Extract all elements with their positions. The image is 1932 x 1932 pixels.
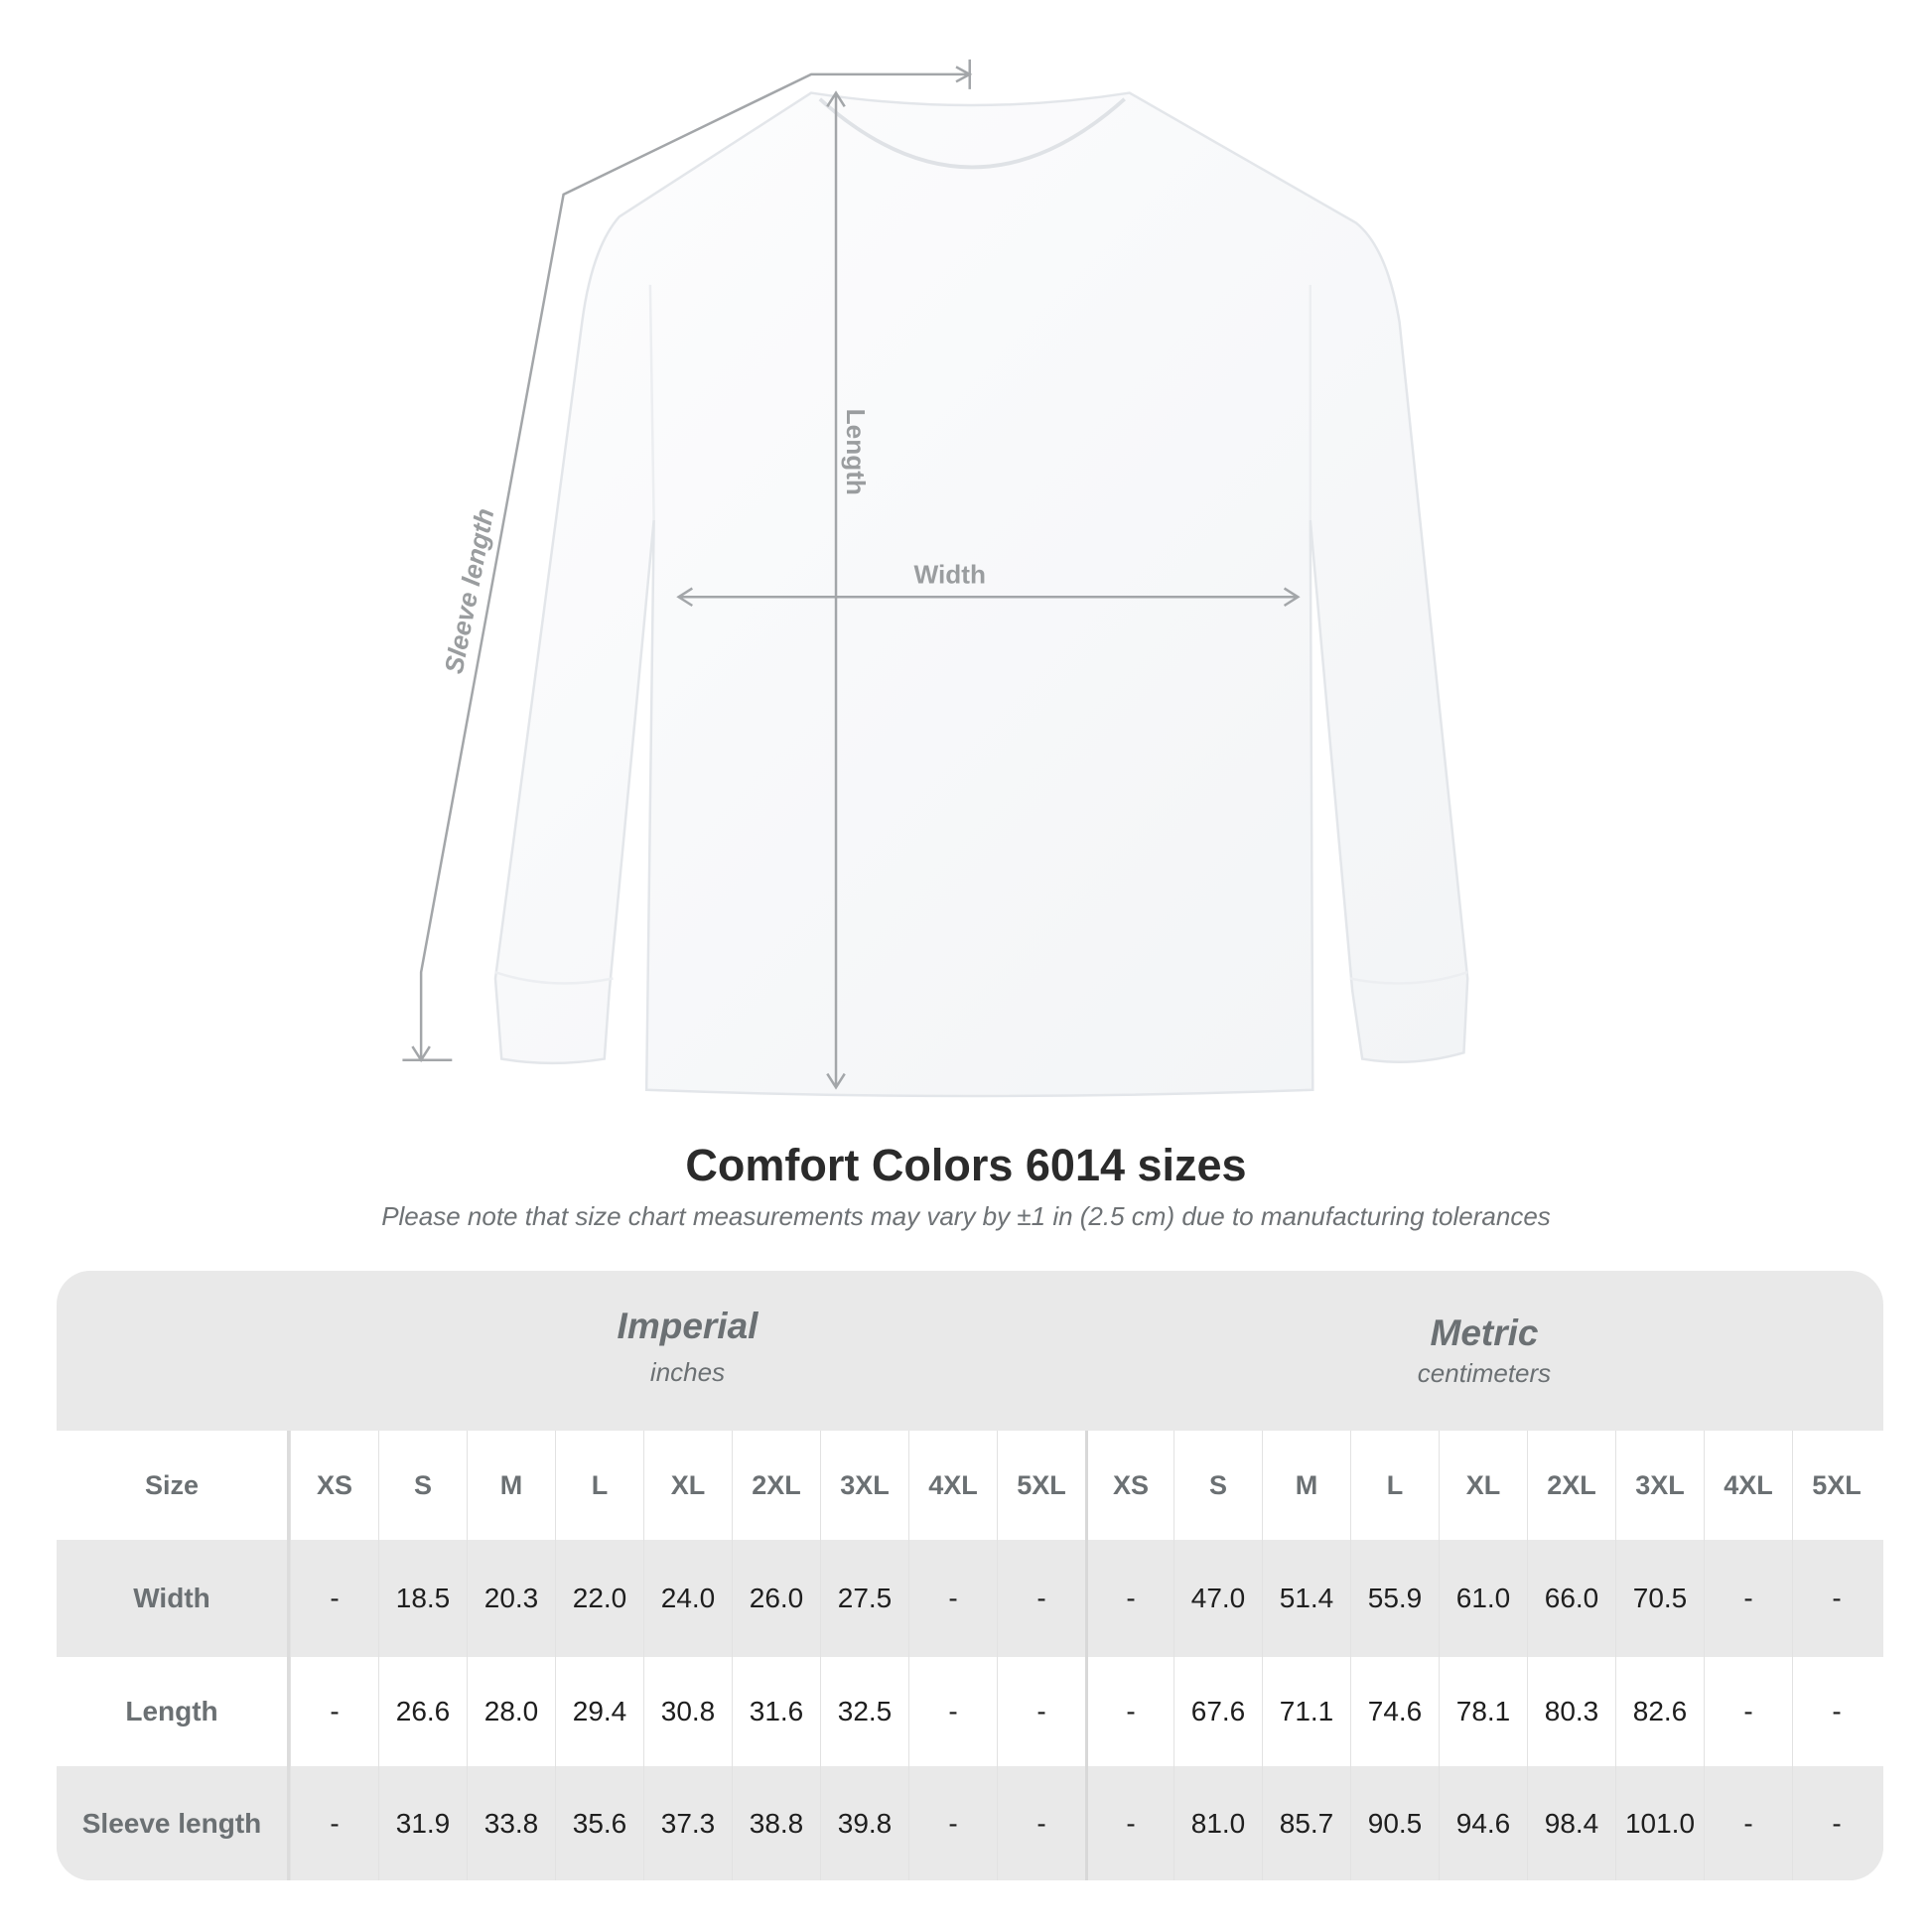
table-cell: 78.1 bbox=[1439, 1657, 1527, 1766]
table-cell: - bbox=[908, 1766, 997, 1880]
imperial-label: Imperial bbox=[617, 1306, 759, 1346]
table-row: Length -26.6 28.0 29.4 30.8 31.6 32.5- - -67.6 71… bbox=[57, 1657, 1883, 1766]
table-cell: 74.6 bbox=[1350, 1657, 1439, 1766]
table-cell: 70.5 bbox=[1615, 1540, 1704, 1657]
table-cell: 67.6 bbox=[1173, 1657, 1262, 1766]
table-row: Width -18.5 20.3 22.0 24.0 26.0 27.5- - -47.0 51.… bbox=[57, 1540, 1883, 1657]
width-label: Width bbox=[914, 560, 986, 590]
width-measure-line bbox=[676, 587, 1301, 608]
table-cell: 101.0 bbox=[1615, 1766, 1704, 1880]
size-chart-table: Imperial inches Metric centimeters Size X… bbox=[57, 1271, 1883, 1880]
tolerance-note: Please note that size chart measurements… bbox=[381, 1201, 1551, 1231]
row-label: Size bbox=[57, 1431, 290, 1540]
metric-header: Metric centimeters bbox=[1085, 1271, 1883, 1431]
table-cell: 90.5 bbox=[1350, 1766, 1439, 1880]
table-cell: 4XL bbox=[1704, 1431, 1792, 1540]
table-cell: 98.4 bbox=[1527, 1766, 1615, 1880]
table-cell: S bbox=[378, 1431, 467, 1540]
table-cell: 32.5 bbox=[820, 1657, 908, 1766]
table-cell: 26.0 bbox=[732, 1540, 820, 1657]
table-cell: 61.0 bbox=[1439, 1540, 1527, 1657]
table-cell: 31.6 bbox=[732, 1657, 820, 1766]
table-cell: 31.9 bbox=[378, 1766, 467, 1880]
table-cell: 80.3 bbox=[1527, 1657, 1615, 1766]
table-cell: 2XL bbox=[732, 1431, 820, 1540]
table-cell: - bbox=[1704, 1657, 1792, 1766]
table-cell: 3XL bbox=[1615, 1431, 1704, 1540]
table-cell: 30.8 bbox=[643, 1657, 732, 1766]
table-cell: 20.3 bbox=[467, 1540, 555, 1657]
metric-unit: centimeters bbox=[1417, 1358, 1552, 1388]
table-cell: - bbox=[1792, 1657, 1880, 1766]
table-cell: 66.0 bbox=[1527, 1540, 1615, 1657]
table-cell: - bbox=[1704, 1540, 1792, 1657]
table-cell: 81.0 bbox=[1173, 1766, 1262, 1880]
shirt-seams bbox=[494, 284, 1468, 985]
table-cell: - bbox=[908, 1540, 997, 1657]
table-cell: 22.0 bbox=[555, 1540, 643, 1657]
table-cell: XL bbox=[643, 1431, 732, 1540]
table-cell: - bbox=[997, 1657, 1085, 1766]
table-cell: - bbox=[290, 1657, 378, 1766]
table-cell: 47.0 bbox=[1173, 1540, 1262, 1657]
table-cell: 94.6 bbox=[1439, 1766, 1527, 1880]
table-cell: 82.6 bbox=[1615, 1657, 1704, 1766]
table-cell: - bbox=[1704, 1766, 1792, 1880]
table-cell: XS bbox=[1085, 1431, 1173, 1540]
table-cell: S bbox=[1173, 1431, 1262, 1540]
table-cell: 5XL bbox=[997, 1431, 1085, 1540]
table-cell: 39.8 bbox=[820, 1766, 908, 1880]
table-cell: 85.7 bbox=[1262, 1766, 1350, 1880]
table-cell: - bbox=[908, 1657, 997, 1766]
table-cell: 2XL bbox=[1527, 1431, 1615, 1540]
table-cell: - bbox=[290, 1766, 378, 1880]
table-cell: 55.9 bbox=[1350, 1540, 1439, 1657]
table-cell: 71.1 bbox=[1262, 1657, 1350, 1766]
table-cell: 27.5 bbox=[820, 1540, 908, 1657]
row-label: Width bbox=[57, 1540, 290, 1657]
size-header-row: Size XS S M L XL 2XL 3XL 4XL 5XL XS S M L XL 2XL 3XL 4XL 5… bbox=[57, 1431, 1883, 1540]
length-label: Length bbox=[841, 409, 871, 495]
row-label: Sleeve length bbox=[57, 1766, 290, 1880]
table-cell: - bbox=[1085, 1766, 1173, 1880]
table-cell: 37.3 bbox=[643, 1766, 732, 1880]
table-cell: 51.4 bbox=[1262, 1540, 1350, 1657]
table-cell: 28.0 bbox=[467, 1657, 555, 1766]
imperial-unit: inches bbox=[649, 1357, 726, 1387]
table-cell: M bbox=[467, 1431, 555, 1540]
table-cell: 4XL bbox=[908, 1431, 997, 1540]
table-cell: - bbox=[1792, 1766, 1880, 1880]
long-sleeve-shirt bbox=[493, 91, 1469, 1098]
length-measure-line bbox=[826, 90, 846, 1090]
table-row: Sleeve length -31.9 33.8 35.6 37.3 38.8 39.8- -… bbox=[57, 1766, 1883, 1880]
table-cell: - bbox=[290, 1540, 378, 1657]
imperial-header: Imperial inches bbox=[290, 1271, 1085, 1431]
table-cell: - bbox=[1085, 1540, 1173, 1657]
table-cell: 26.6 bbox=[378, 1657, 467, 1766]
metric-label: Metric bbox=[1430, 1312, 1539, 1353]
table-cell: - bbox=[1792, 1540, 1880, 1657]
table-cell: - bbox=[1085, 1657, 1173, 1766]
table-cell: L bbox=[555, 1431, 643, 1540]
collar bbox=[818, 97, 1126, 170]
table-cell: XS bbox=[290, 1431, 378, 1540]
page-title: Comfort Colors 6014 sizes bbox=[685, 1140, 1247, 1190]
table-cell: 3XL bbox=[820, 1431, 908, 1540]
table-cell: - bbox=[997, 1766, 1085, 1880]
table-cell: 33.8 bbox=[467, 1766, 555, 1880]
table-cell: 29.4 bbox=[555, 1657, 643, 1766]
table-cell: M bbox=[1262, 1431, 1350, 1540]
table-cell: 38.8 bbox=[732, 1766, 820, 1880]
table-cell: - bbox=[997, 1540, 1085, 1657]
table-cell: 5XL bbox=[1792, 1431, 1880, 1540]
row-label: Length bbox=[57, 1657, 290, 1766]
table-cell: 18.5 bbox=[378, 1540, 467, 1657]
table-cell: 35.6 bbox=[555, 1766, 643, 1880]
table-cell: L bbox=[1350, 1431, 1439, 1540]
sleeve-measure-line bbox=[402, 59, 973, 1063]
table-cell: XL bbox=[1439, 1431, 1527, 1540]
table-cell: 24.0 bbox=[643, 1540, 732, 1657]
